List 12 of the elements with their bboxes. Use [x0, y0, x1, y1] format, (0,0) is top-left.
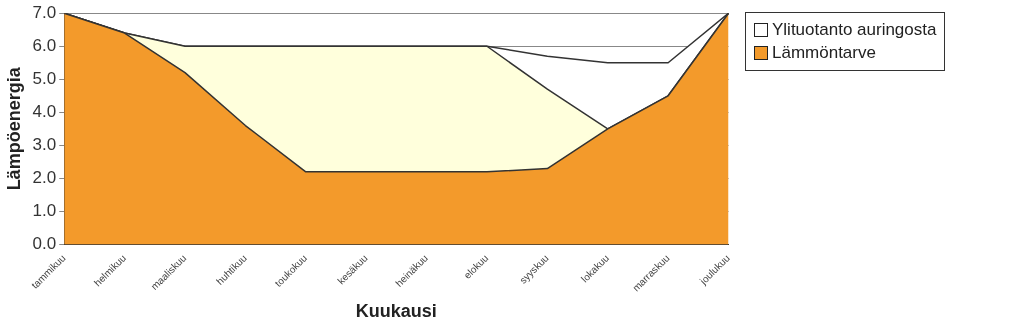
y-tick-label: 0.0 — [32, 234, 57, 254]
y-tick-label: 1.0 — [32, 201, 57, 221]
y-tick-label: 3.0 — [32, 135, 57, 155]
legend-label: Ylituotanto auringosta — [772, 20, 937, 40]
text: Lämmöntarve — [772, 43, 876, 63]
y-tick-label: 4.0 — [32, 102, 57, 122]
y-axis-title: Lämpöenergia — [3, 66, 24, 191]
y-tick-label: 7.0 — [32, 2, 57, 22]
y-tick-label: 6.0 — [32, 35, 57, 55]
y-tick-label: 5.0 — [32, 68, 57, 88]
x-axis-title: Kuukausi — [355, 301, 437, 322]
y-tick-label: 2.0 — [32, 168, 57, 188]
